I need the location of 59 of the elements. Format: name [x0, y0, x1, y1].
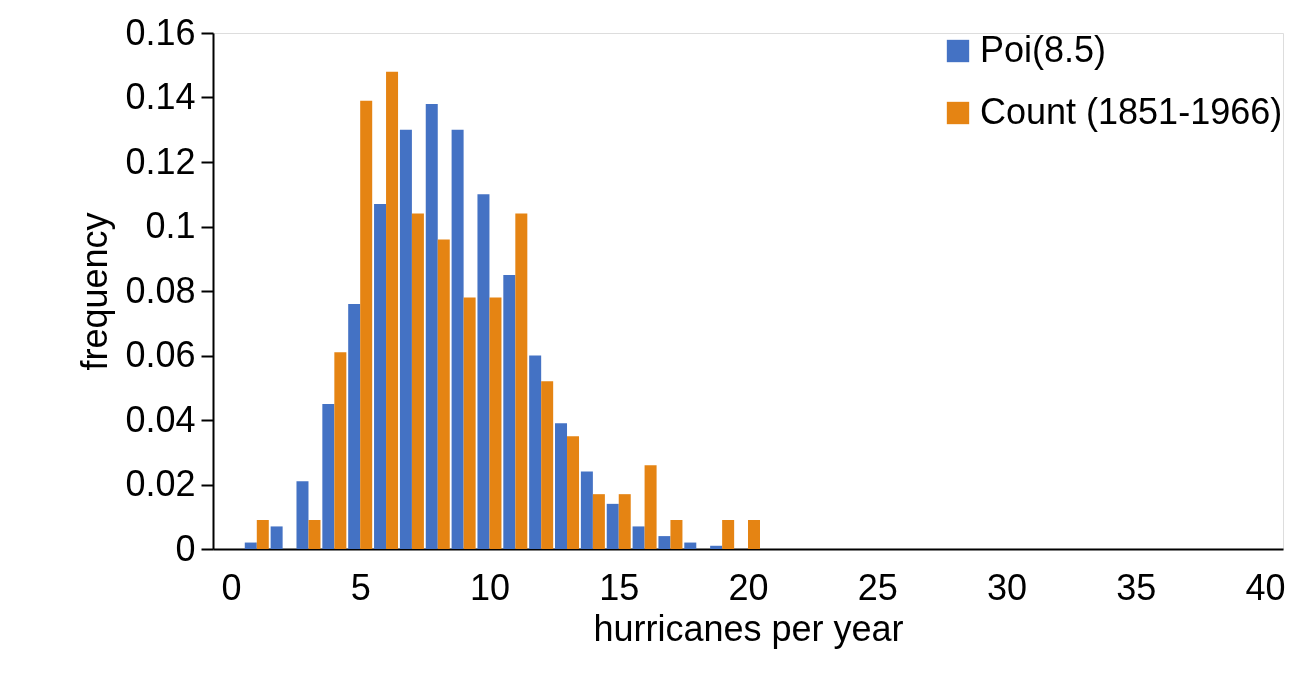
x-tick-label: 30	[987, 566, 1028, 608]
y-tick-label: 0.04	[125, 398, 196, 440]
bar	[684, 542, 697, 549]
bar	[244, 542, 257, 549]
bar	[592, 494, 605, 549]
bar	[399, 129, 412, 549]
y-axis-title: frequency	[74, 212, 116, 371]
y-tick-label: 0.1	[145, 205, 196, 246]
bar	[748, 519, 760, 549]
bar	[437, 239, 450, 549]
bar	[308, 519, 321, 549]
y-tick-label: 0.06	[125, 334, 196, 375]
x-axis-title: hurricanes per year	[593, 607, 904, 649]
bar	[632, 526, 645, 549]
y-tick-label: 0	[175, 527, 196, 569]
bar	[360, 100, 373, 549]
bar	[256, 519, 269, 549]
x-tick-label: 20	[728, 566, 769, 608]
y-tick-label: 0.02	[125, 463, 196, 504]
bar	[541, 381, 554, 549]
bar	[411, 213, 424, 549]
y-tick-label: 0.12	[125, 140, 196, 182]
y-tick-label: 0.14	[125, 76, 196, 117]
legend-label: Poi(8.5)	[980, 29, 1107, 70]
bar	[334, 352, 347, 549]
x-tick-label: 15	[599, 566, 640, 608]
bar	[618, 494, 631, 549]
bar	[658, 536, 671, 549]
x-tick-label: 5	[350, 566, 371, 608]
legend-label: Count (1851-1966)	[980, 91, 1283, 132]
bar	[374, 203, 387, 549]
bar	[644, 465, 657, 549]
bar	[348, 303, 361, 549]
y-tick-label: 0.16	[125, 11, 196, 53]
bar	[503, 274, 516, 549]
bar	[555, 423, 568, 549]
bar	[722, 519, 735, 549]
x-tick-label: 40	[1245, 566, 1286, 608]
y-tick-label: 0.08	[125, 269, 196, 311]
x-tick-label: 10	[469, 566, 510, 608]
bar	[580, 471, 593, 549]
bar	[515, 213, 528, 549]
bar	[270, 526, 283, 549]
bar	[296, 481, 309, 549]
bar	[451, 129, 464, 549]
bar	[386, 71, 399, 549]
bar	[567, 436, 580, 549]
bar	[322, 403, 335, 549]
x-tick-label: 0	[221, 566, 242, 608]
bar	[477, 194, 490, 549]
bar	[670, 519, 683, 549]
bar	[489, 297, 502, 549]
x-tick-label: 25	[857, 566, 898, 608]
bar	[606, 503, 619, 549]
x-tick-label: 35	[1116, 566, 1157, 608]
bar	[529, 355, 542, 549]
bar	[463, 297, 476, 549]
bar	[710, 545, 723, 549]
bar	[425, 103, 438, 549]
